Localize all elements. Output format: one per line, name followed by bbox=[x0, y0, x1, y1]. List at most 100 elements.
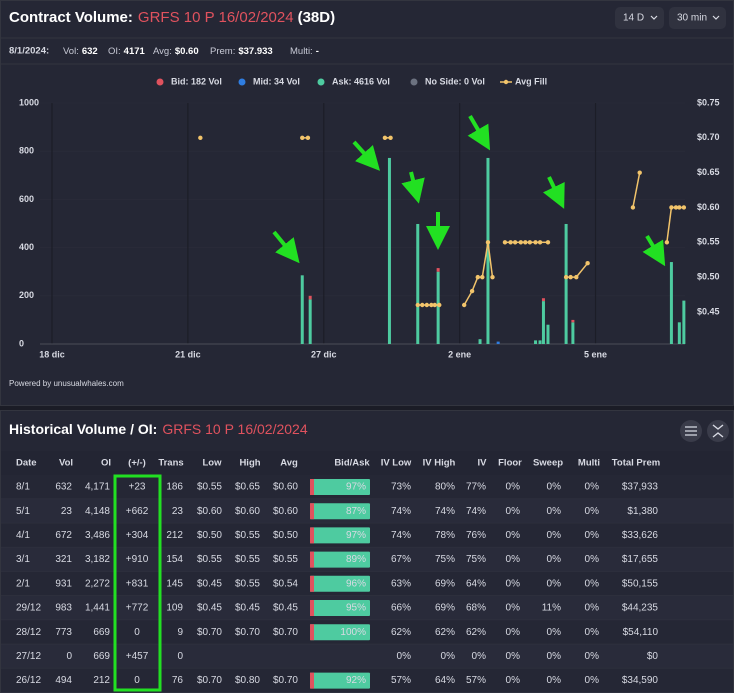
avg-fill-point bbox=[502, 240, 508, 245]
table-cell: 0% bbox=[506, 627, 521, 638]
table-cell: $0.45 bbox=[235, 603, 260, 614]
bar bbox=[669, 262, 673, 344]
table-cell: 212 bbox=[93, 675, 110, 686]
table-cell: 76 bbox=[172, 675, 184, 686]
summary-label: Avg: bbox=[153, 46, 172, 57]
summary-label: OI: bbox=[108, 46, 121, 57]
table-cell: 672 bbox=[55, 530, 72, 541]
dte: (38D) bbox=[298, 9, 336, 26]
table-cell: 1,441 bbox=[85, 603, 110, 614]
chart-header: Contract Volume: GRFS 10 P 16/02/2024 (38D… bbox=[9, 9, 335, 26]
table-cell: 87% bbox=[346, 506, 366, 517]
table-cell: $0.60 bbox=[273, 506, 298, 517]
table-cell: 0% bbox=[547, 675, 562, 686]
table-cell: 0% bbox=[585, 651, 600, 662]
summary-label: Multi: bbox=[290, 46, 313, 57]
table-cell: 0% bbox=[472, 651, 487, 662]
button-label: 30 min bbox=[677, 13, 707, 24]
table-cell: 74% bbox=[391, 506, 411, 517]
avg-fill-point bbox=[420, 302, 425, 308]
table-cell: 983 bbox=[55, 603, 72, 614]
bid-ask-bid bbox=[310, 575, 314, 592]
bid-ask-bid bbox=[310, 527, 314, 544]
table-cell: 69% bbox=[435, 578, 455, 589]
collapse-button[interactable] bbox=[707, 420, 729, 442]
legend-swatch bbox=[410, 78, 418, 86]
table-cell: 0% bbox=[547, 651, 562, 662]
table-cell: $33,626 bbox=[622, 530, 659, 541]
bid-ask-bid bbox=[310, 479, 314, 495]
table-cell: $54,110 bbox=[623, 627, 659, 638]
table-cell: +772 bbox=[126, 603, 149, 614]
bid-ask-bid bbox=[310, 551, 314, 568]
table-cell: 0% bbox=[547, 530, 562, 541]
avg-fill-point bbox=[429, 302, 434, 308]
table-cell: 67% bbox=[391, 554, 411, 565]
bar bbox=[436, 268, 440, 272]
table-cell: 154 bbox=[166, 554, 183, 565]
bar bbox=[541, 301, 545, 344]
interval-button[interactable]: 30 min bbox=[669, 7, 726, 29]
summary-value: 632 bbox=[82, 46, 98, 57]
filter-button[interactable] bbox=[680, 420, 702, 442]
table-cell: 0% bbox=[506, 603, 521, 614]
table-cell: $0.65 bbox=[235, 482, 260, 493]
table-cell: 23 bbox=[61, 506, 73, 517]
table-cell: $0.60 bbox=[235, 506, 260, 517]
avg-fill-point bbox=[673, 205, 679, 210]
column-header: Floor bbox=[498, 458, 522, 469]
table-cell: 11% bbox=[542, 603, 561, 614]
highlight-box bbox=[113, 474, 162, 692]
bid-ask-bid bbox=[310, 624, 314, 641]
avg-fill-line bbox=[487, 242, 494, 278]
table-cell: 3,182 bbox=[85, 554, 110, 565]
x-tick-label: 2 ene bbox=[448, 349, 471, 359]
column-header: Low bbox=[203, 458, 223, 469]
table-cell: 0% bbox=[547, 578, 562, 589]
table-cell: 29/12 bbox=[16, 603, 41, 614]
legend-label: Bid: 182 Vol bbox=[171, 76, 222, 86]
summary-label: Vol: bbox=[63, 46, 79, 57]
table-cell: 0% bbox=[441, 651, 456, 662]
avg-fill-point bbox=[669, 205, 674, 210]
table-cell: 62% bbox=[391, 627, 411, 638]
table-cell: 0% bbox=[506, 530, 521, 541]
bar bbox=[436, 271, 440, 344]
table-cell: $37,933 bbox=[622, 482, 659, 493]
table-cell: 95% bbox=[346, 603, 366, 614]
header-row bbox=[1, 451, 733, 475]
avg-fill-point bbox=[568, 274, 573, 280]
table-cell: +304 bbox=[126, 530, 149, 541]
table-cell: 0% bbox=[506, 651, 521, 662]
avg-fill-line bbox=[463, 290, 473, 306]
y2-tick-label: $0.45 bbox=[697, 306, 720, 316]
x-tick-label: 27 dic bbox=[311, 349, 337, 359]
x-tick-label: 21 dic bbox=[175, 349, 201, 359]
table-cell: 0 bbox=[134, 627, 140, 638]
column-header: High bbox=[239, 458, 260, 469]
title-prefix: Contract Volume: bbox=[9, 9, 133, 26]
x-tick-label: 5 ene bbox=[584, 349, 607, 359]
bar bbox=[546, 324, 550, 344]
table-cell: 3/1 bbox=[16, 554, 30, 565]
table-title-prefix: Historical Volume / OI: bbox=[9, 421, 157, 437]
table-cell: $0.70 bbox=[235, 627, 260, 638]
table-cell: $0.50 bbox=[273, 530, 298, 541]
bar bbox=[534, 340, 538, 344]
avg-fill-line bbox=[575, 262, 589, 278]
table-cell: $0.55 bbox=[273, 554, 298, 565]
table-cell: 0% bbox=[547, 627, 562, 638]
range-button[interactable]: 14 D bbox=[615, 7, 664, 29]
table-cell: $0.54 bbox=[273, 578, 298, 589]
bid-ask-bar bbox=[310, 600, 370, 616]
table-cell: 23 bbox=[172, 506, 184, 517]
summary-value: $0.60 bbox=[175, 46, 199, 57]
table-cell: 0% bbox=[506, 578, 521, 589]
avg-fill-point bbox=[388, 135, 393, 141]
y2-tick-label: $0.65 bbox=[697, 167, 720, 177]
button-label: 14 D bbox=[623, 13, 644, 24]
bar bbox=[300, 275, 304, 344]
bid-ask-bar bbox=[310, 479, 370, 495]
bar bbox=[308, 299, 312, 344]
